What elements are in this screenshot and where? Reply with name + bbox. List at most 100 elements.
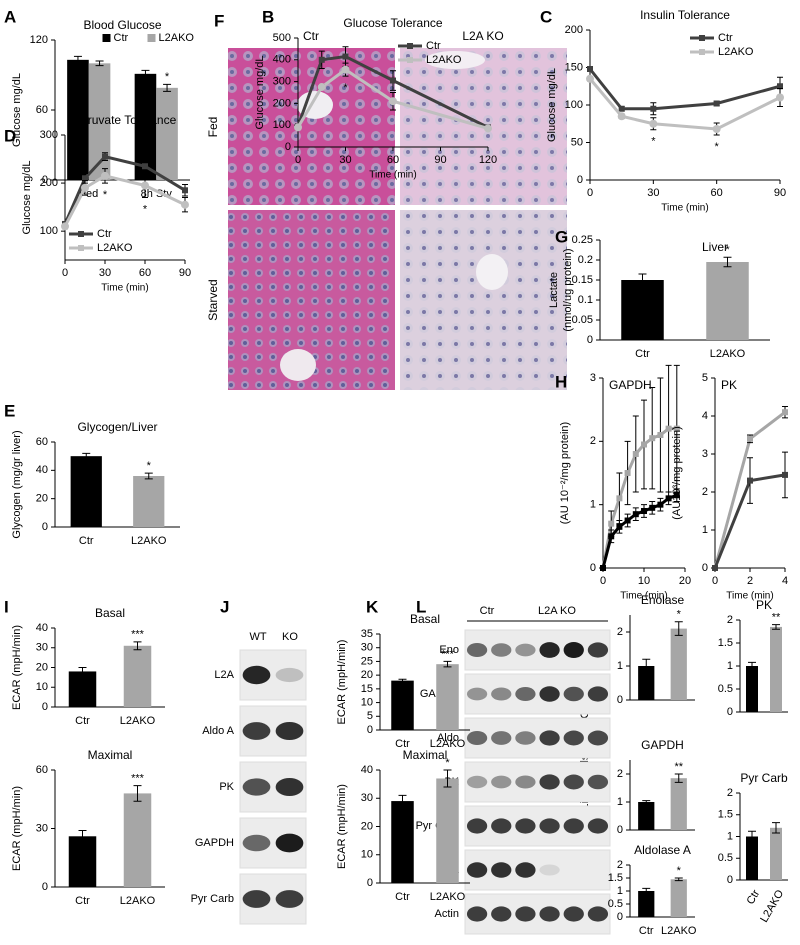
blot-band bbox=[539, 906, 560, 922]
blot-strip bbox=[464, 893, 611, 935]
error-bar bbox=[723, 256, 732, 268]
blot-band bbox=[242, 778, 271, 796]
blot-band bbox=[563, 641, 584, 659]
error-bar bbox=[82, 452, 91, 460]
x-tick-label: 0 bbox=[712, 575, 718, 587]
marker bbox=[181, 200, 189, 209]
bar bbox=[706, 262, 749, 340]
legend-marker bbox=[699, 35, 705, 41]
x-axis-label: Time (min) bbox=[726, 591, 773, 602]
marker bbox=[81, 183, 89, 192]
y-tick-label: 15 bbox=[361, 683, 373, 695]
marker bbox=[641, 508, 647, 514]
blot-strip bbox=[464, 761, 611, 803]
histology-image bbox=[228, 48, 395, 205]
x-tick-label: Ctr bbox=[395, 738, 410, 750]
chart-title: GAPDH bbox=[609, 378, 652, 392]
chart: Maximal 0 10 20 30 40 ECAR (mpH/min) Ctr L2AKO * bbox=[336, 748, 470, 903]
marker bbox=[617, 112, 626, 121]
y-tick-label: 0 bbox=[285, 141, 291, 153]
row-label: Fed bbox=[206, 117, 220, 138]
error-bar bbox=[163, 83, 172, 92]
y-tick-label: 0 bbox=[367, 724, 373, 736]
error-bar bbox=[674, 877, 683, 882]
y-tick-label: 3 bbox=[590, 372, 596, 384]
row-label: Starved bbox=[206, 279, 220, 320]
significance: * bbox=[677, 865, 682, 877]
blot-strip bbox=[464, 805, 611, 847]
y-tick-label: 5 bbox=[367, 710, 373, 722]
blot-band bbox=[275, 833, 304, 853]
marker bbox=[782, 471, 788, 478]
blot-band bbox=[466, 643, 488, 657]
y-tick-label: 200 bbox=[565, 24, 583, 36]
x-axis-label: Time (min) bbox=[620, 591, 667, 602]
y-tick-label: 1 bbox=[617, 796, 623, 808]
blot-row-label: L2A bbox=[214, 669, 234, 681]
blot-band bbox=[515, 775, 536, 789]
marker bbox=[657, 432, 664, 438]
legend-label: Ctr bbox=[97, 228, 112, 240]
bar bbox=[68, 836, 97, 887]
y-tick-label: 0.5 bbox=[718, 683, 733, 695]
blot-band bbox=[539, 818, 560, 834]
marker bbox=[616, 523, 623, 530]
marker bbox=[777, 83, 783, 90]
chart-title: PK bbox=[756, 598, 772, 612]
marker bbox=[318, 56, 325, 63]
bar bbox=[133, 476, 165, 527]
significance: * bbox=[165, 71, 170, 83]
error-bar bbox=[443, 660, 452, 668]
significance: *** bbox=[441, 648, 455, 660]
chart: Basal 0 10 20 30 40 ECAR (mpH/min) Ctr L2AKO *** bbox=[11, 606, 165, 727]
panel-letter: A bbox=[4, 7, 16, 26]
y-tick-label: 1 bbox=[590, 499, 596, 511]
bar bbox=[88, 63, 111, 181]
y-tick-label: 0 bbox=[42, 701, 48, 713]
y-tick-label: 400 bbox=[273, 54, 291, 66]
marker bbox=[632, 451, 639, 457]
marker bbox=[82, 175, 88, 182]
y-tick-label: 1 bbox=[727, 660, 733, 672]
y-axis-label: Glycogen (mg/gr liver) bbox=[11, 430, 23, 538]
marker bbox=[632, 511, 639, 518]
bar bbox=[770, 626, 782, 712]
chart-title: Glycogen/Liver bbox=[77, 420, 157, 434]
y-tick-label: 0 bbox=[617, 911, 623, 923]
y-tick-label: 40 bbox=[36, 464, 48, 476]
y-tick-label: 0 bbox=[702, 562, 708, 574]
blot-band bbox=[466, 906, 488, 922]
y-tick-label: 2 bbox=[617, 859, 623, 871]
blot-band bbox=[587, 774, 609, 790]
x-tick-label: L2AKO bbox=[120, 715, 156, 727]
marker bbox=[341, 65, 350, 74]
blot-band bbox=[515, 643, 536, 657]
legend-label: Ctr bbox=[718, 32, 733, 44]
significance: * bbox=[343, 82, 348, 94]
y-tick-label: 40 bbox=[36, 622, 48, 634]
error-bar bbox=[642, 887, 651, 895]
marker bbox=[665, 495, 672, 502]
y-axis-label: Glucose mg/dL bbox=[11, 73, 23, 147]
blot-row-label: GAPDH bbox=[195, 837, 234, 849]
y-tick-label: 30 bbox=[36, 822, 48, 834]
marker bbox=[317, 83, 326, 92]
y-axis-label: ECAR (mpH/min) bbox=[11, 625, 23, 710]
marker bbox=[712, 565, 718, 571]
significance: * bbox=[725, 244, 730, 256]
marker bbox=[101, 171, 109, 180]
y-tick-label: 200 bbox=[273, 97, 291, 109]
error-bar bbox=[78, 667, 87, 676]
marker bbox=[608, 520, 615, 527]
y-tick-label: 60 bbox=[36, 764, 48, 776]
blot-band bbox=[275, 890, 304, 908]
y-tick-label: 4 bbox=[702, 410, 708, 422]
x-tick-label: 2 bbox=[747, 575, 753, 587]
error-bar bbox=[748, 830, 756, 843]
vessel bbox=[476, 254, 508, 290]
y-tick-label: 1 bbox=[702, 524, 708, 536]
y-tick-label: 150 bbox=[565, 61, 583, 73]
y-tick-label: 30 bbox=[361, 792, 373, 804]
error-bar bbox=[133, 785, 142, 802]
chart: Maximal 0 30 60 ECAR (mpH/min) Ctr L2AKO *** bbox=[11, 748, 165, 907]
